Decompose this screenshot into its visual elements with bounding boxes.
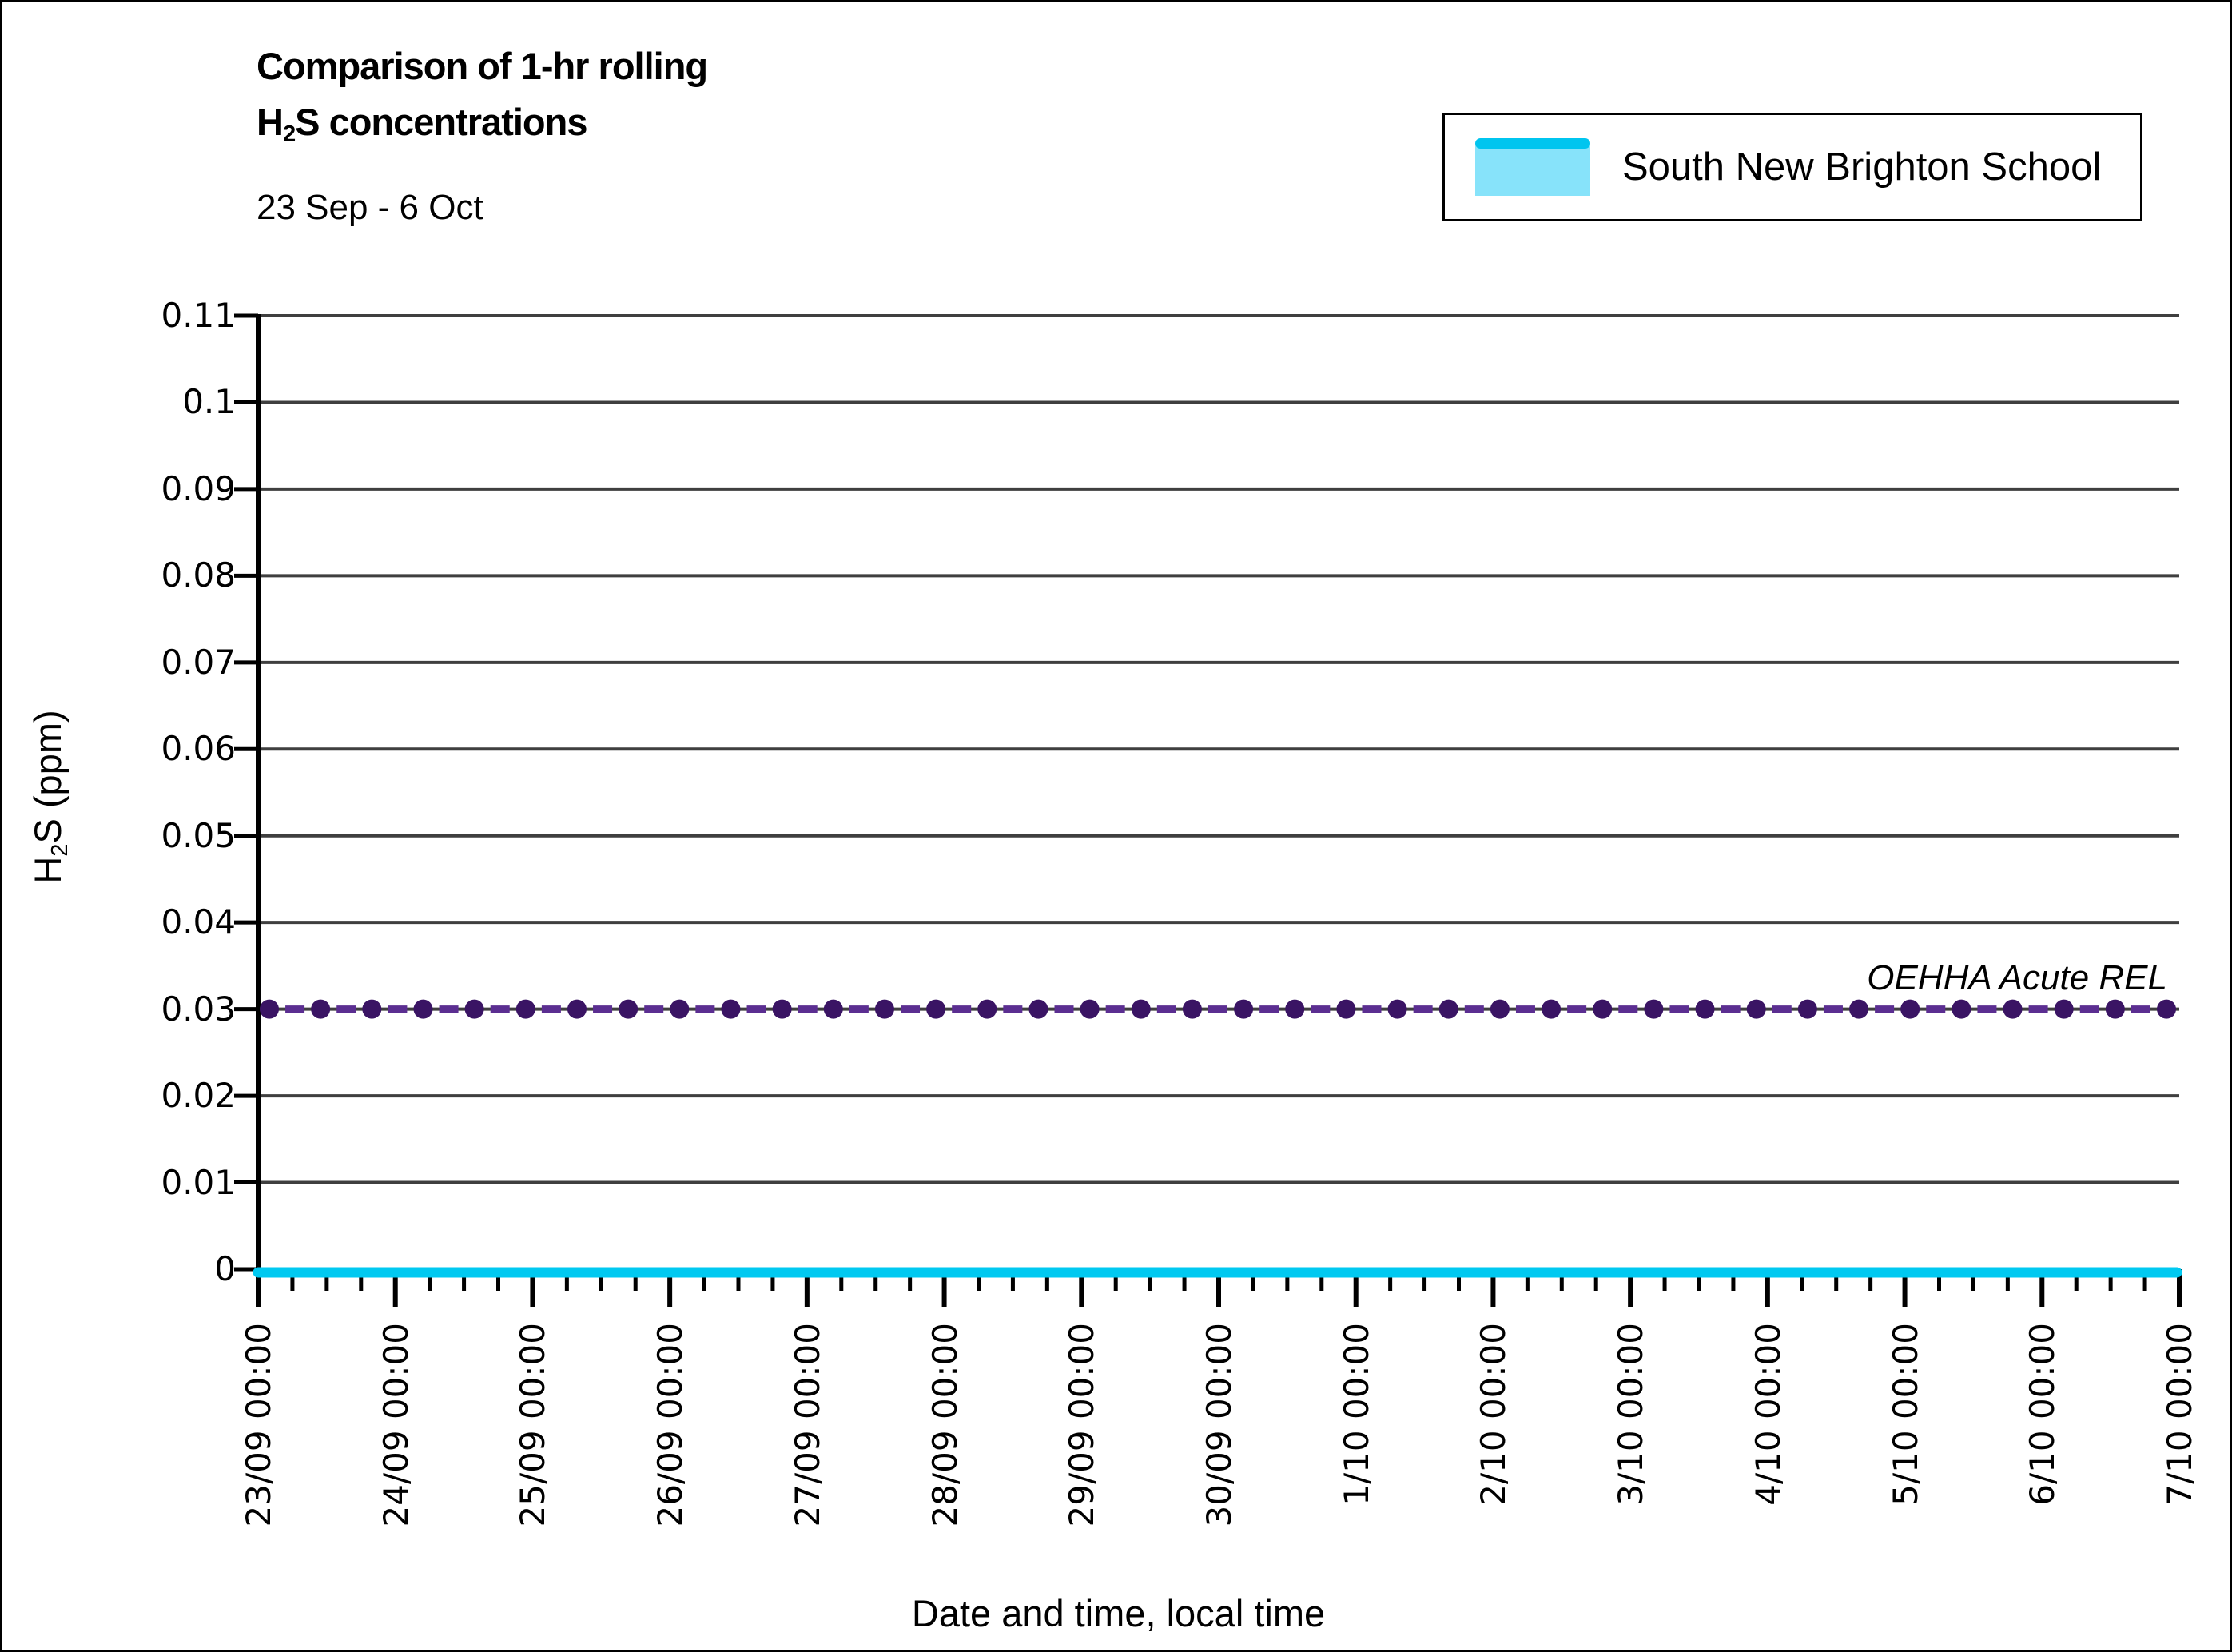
y-tick-label: 0.01 <box>161 1162 236 1202</box>
rel-line-marker <box>567 999 587 1019</box>
x-tick-label: 5/10 00:00 <box>1885 1323 1925 1506</box>
rel-line-marker <box>260 999 279 1019</box>
rel-line-marker <box>1952 999 1971 1019</box>
y-tick-label: 0.1 <box>182 382 236 422</box>
rel-line-marker <box>772 999 792 1019</box>
rel-line-marker <box>1490 999 1510 1019</box>
y-axis-title: H2S (ppm) <box>26 710 74 884</box>
rel-line-marker <box>1438 999 1458 1019</box>
rel-line-marker <box>1080 999 1100 1019</box>
rel-line-marker <box>670 999 690 1019</box>
rel-line-marker <box>1182 999 1202 1019</box>
y-tick-label: 0.08 <box>161 555 236 595</box>
x-tick-label: 7/10 00:00 <box>2160 1323 2199 1506</box>
legend-swatch-fill <box>1475 145 1590 196</box>
title-subscript: 2 <box>282 121 296 148</box>
rel-line-marker <box>1797 999 1817 1019</box>
chart-title-line1: Comparison of 1-hr rolling <box>257 45 708 87</box>
rel-line-marker <box>1644 999 1664 1019</box>
rel-line-marker <box>413 999 433 1019</box>
legend-swatch-line <box>1475 138 1590 149</box>
x-tick-label: 4/10 00:00 <box>1748 1323 1788 1506</box>
rel-line-marker <box>311 999 331 1019</box>
oehha-acute-rel-annotation: OEHHA Acute REL <box>1867 958 2167 997</box>
x-tick-label: 27/09 00:00 <box>787 1323 827 1527</box>
x-tick-label: 3/10 00:00 <box>1611 1323 1651 1506</box>
y-tick-label: 0.03 <box>161 989 236 1029</box>
x-tick-label: 28/09 00:00 <box>925 1323 965 1527</box>
legend-box: South New Brighton School <box>1442 113 2142 221</box>
y-tick-label: 0.02 <box>161 1076 236 1116</box>
y-tick-label: 0.11 <box>161 296 236 335</box>
x-tick-label: 26/09 00:00 <box>651 1323 690 1527</box>
y-tick-label: 0.07 <box>161 642 236 682</box>
rel-line-marker <box>515 999 535 1019</box>
rel-line-marker <box>1849 999 1869 1019</box>
x-axis-title: Date and time, local time <box>911 1592 1326 1634</box>
legend-label: South New Brighton School <box>1622 145 2102 189</box>
chart-title-line2: H2S concentrations <box>257 101 587 148</box>
y-tick-label: 0.04 <box>161 902 236 942</box>
rel-line-marker <box>823 999 843 1019</box>
x-tick-label: 1/10 00:00 <box>1336 1323 1376 1506</box>
rel-line-marker <box>1131 999 1151 1019</box>
rel-line-marker <box>1695 999 1715 1019</box>
rel-line-marker <box>1028 999 1048 1019</box>
y-tick-label: 0 <box>214 1249 236 1288</box>
rel-line-marker <box>1234 999 1254 1019</box>
x-tick-label: 2/10 00:00 <box>1474 1323 1514 1506</box>
rel-line-marker <box>619 999 639 1019</box>
x-tick-label: 29/09 00:00 <box>1062 1323 1102 1527</box>
rel-line-marker <box>2105 999 2125 1019</box>
x-tick-label: 24/09 00:00 <box>376 1323 416 1527</box>
rel-line-marker <box>1593 999 1613 1019</box>
rel-line-marker <box>874 999 894 1019</box>
rel-line-marker <box>362 999 382 1019</box>
rel-line-marker <box>1285 999 1305 1019</box>
x-tick-label: 25/09 00:00 <box>513 1323 553 1527</box>
rel-line-marker <box>977 999 997 1019</box>
rel-line-marker <box>1387 999 1407 1019</box>
rel-line-marker <box>1900 999 1920 1019</box>
rel-line-marker <box>1746 999 1766 1019</box>
x-tick-label: 6/10 00:00 <box>2023 1323 2063 1506</box>
rel-line-marker <box>464 999 484 1019</box>
rel-line-marker <box>2003 999 2023 1019</box>
rel-line-marker <box>926 999 946 1019</box>
rel-line-marker <box>721 999 741 1019</box>
x-tick-label: 30/09 00:00 <box>1200 1323 1239 1527</box>
y-tick-label: 0.05 <box>161 815 236 855</box>
rel-line-marker <box>1336 999 1356 1019</box>
chart-subtitle: 23 Sep - 6 Oct <box>257 188 483 227</box>
y-axis-title-subscript: 2 <box>47 843 74 857</box>
y-tick-label: 0.06 <box>161 729 236 769</box>
rel-line-marker <box>2157 999 2176 1019</box>
y-tick-label: 0.09 <box>161 468 236 508</box>
rel-line-marker <box>2054 999 2074 1019</box>
rel-line-marker <box>1542 999 1562 1019</box>
legend-swatch <box>1475 138 1590 196</box>
x-tick-label: 23/09 00:00 <box>239 1323 278 1527</box>
